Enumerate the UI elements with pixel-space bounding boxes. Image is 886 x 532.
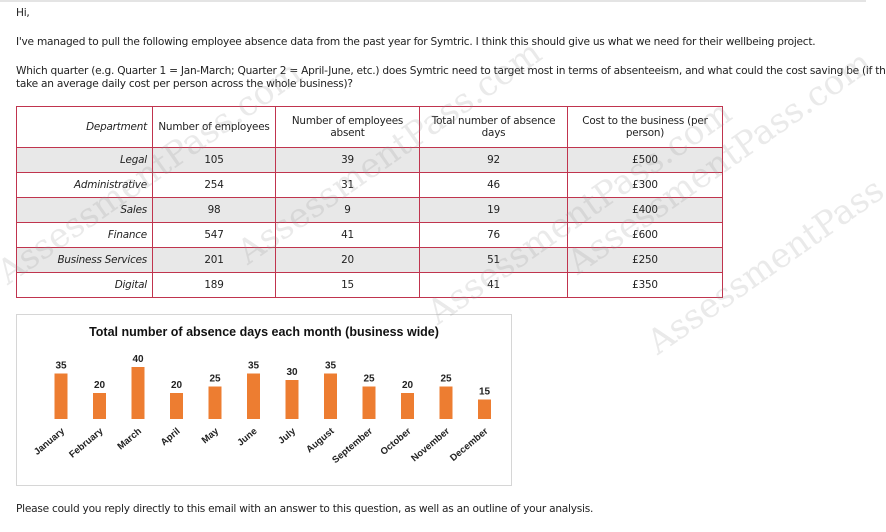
- cell-department: Sales: [16, 197, 153, 223]
- bar-september: [362, 386, 376, 419]
- data-label: 35: [325, 361, 337, 372]
- cell-absent: 15: [275, 272, 420, 298]
- cell-cost: £350: [567, 272, 723, 298]
- cell-employees: 201: [152, 247, 276, 273]
- data-label: 20: [171, 380, 183, 391]
- cell-cost: £500: [567, 147, 723, 173]
- table-row: Digital 189 15 41 £350: [16, 272, 723, 298]
- data-label: 20: [402, 380, 414, 391]
- data-label: 20: [94, 380, 106, 391]
- email-greeting: Hi,: [16, 7, 30, 19]
- table-row: Business Services 201 20 51 £250: [16, 247, 723, 273]
- bar-april: [170, 393, 183, 419]
- absence-chart-svg: Total number of absence days each month …: [32, 325, 491, 466]
- cell-absent: 39: [275, 147, 420, 173]
- cell-cost: £250: [567, 247, 723, 273]
- bar-march: [131, 367, 145, 419]
- header-department: Department: [16, 106, 153, 148]
- data-label: 35: [248, 361, 260, 372]
- cell-employees: 189: [152, 272, 276, 298]
- cell-employees: 254: [152, 172, 276, 198]
- cell-department: Administrative: [16, 172, 153, 198]
- bar-january: [54, 373, 68, 419]
- category-label: November: [409, 426, 452, 464]
- category-label: April: [159, 426, 183, 448]
- cell-days: 46: [419, 172, 568, 198]
- header-employees: Number of employees: [152, 106, 276, 148]
- category-label: December: [448, 426, 490, 464]
- category-label: March: [115, 426, 144, 453]
- absence-table: Department Number of employees Number of…: [16, 106, 723, 298]
- header-days: Total number of absence days: [419, 106, 568, 148]
- cell-days: 19: [419, 197, 568, 223]
- cell-days: 76: [419, 222, 568, 248]
- email-question-line-1: Which quarter (e.g. Quarter 1 = Jan-Marc…: [16, 65, 886, 77]
- bar-february: [93, 393, 106, 419]
- bar-june: [247, 373, 260, 419]
- table-header-row: Department Number of employees Number of…: [16, 106, 723, 148]
- data-label: 30: [286, 367, 298, 378]
- cell-absent: 31: [275, 172, 420, 198]
- top-divider: [0, 0, 866, 2]
- category-label: October: [378, 426, 413, 458]
- data-label: 25: [440, 374, 452, 385]
- bar-july: [285, 380, 299, 419]
- category-label: July: [276, 425, 298, 446]
- email-question-line-2: take an average daily cost per person ac…: [16, 78, 353, 90]
- cell-cost: £600: [567, 222, 723, 248]
- data-label: 25: [209, 374, 221, 385]
- cell-absent: 41: [275, 222, 420, 248]
- cell-cost: £300: [567, 172, 723, 198]
- data-label: 25: [363, 374, 375, 385]
- cell-days: 51: [419, 247, 568, 273]
- cell-employees: 105: [152, 147, 276, 173]
- chart-title: Total number of absence days each month …: [89, 325, 439, 339]
- table-row: Legal 105 39 92 £500: [16, 147, 723, 173]
- table-row: Sales 98 9 19 £400: [16, 197, 723, 223]
- bar-november: [439, 386, 453, 419]
- cell-department: Business Services: [16, 247, 153, 273]
- cell-absent: 20: [275, 247, 420, 273]
- cell-department: Finance: [16, 222, 153, 248]
- category-label: August: [304, 425, 337, 455]
- cell-department: Digital: [16, 272, 153, 298]
- category-label: September: [330, 426, 375, 466]
- bar-october: [401, 393, 414, 419]
- category-label: January: [32, 425, 68, 457]
- email-intro: I've managed to pull the following emplo…: [16, 36, 816, 48]
- table-row: Administrative 254 31 46 £300: [16, 172, 723, 198]
- cell-days: 92: [419, 147, 568, 173]
- category-label: May: [200, 425, 222, 446]
- data-label: 15: [479, 387, 491, 398]
- category-label: June: [235, 426, 259, 449]
- email-closing: Please could you reply directly to this …: [16, 503, 594, 515]
- cell-days: 41: [419, 272, 568, 298]
- bar-may: [208, 386, 222, 419]
- cell-employees: 547: [152, 222, 276, 248]
- cell-department: Legal: [16, 147, 153, 173]
- cell-absent: 9: [275, 197, 420, 223]
- data-label: 35: [55, 361, 67, 372]
- cell-cost: £400: [567, 197, 723, 223]
- bar-august: [324, 373, 337, 419]
- bar-december: [478, 399, 491, 419]
- category-label: February: [67, 425, 106, 460]
- header-cost: Cost to the business (per person): [567, 106, 723, 148]
- cell-employees: 98: [152, 197, 276, 223]
- data-label: 40: [132, 354, 144, 365]
- table-row: Finance 547 41 76 £600: [16, 222, 723, 248]
- header-absent: Number of employees absent: [275, 106, 420, 148]
- absence-chart: Total number of absence days each month …: [16, 314, 512, 486]
